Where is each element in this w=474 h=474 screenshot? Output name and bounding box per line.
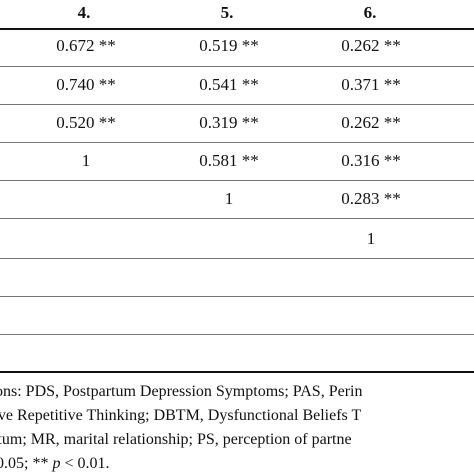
table-cell: 0.316 ** bbox=[341, 151, 401, 170]
table-cell: 0.319 ** bbox=[199, 113, 259, 132]
table-footnote: ons: PDS, Postpartum Depression Symptoms… bbox=[0, 380, 474, 474]
footnote-text: 0.05; ** bbox=[0, 455, 53, 472]
row-divider bbox=[0, 66, 474, 67]
table-cell: 1 bbox=[81, 151, 91, 170]
column-header-6: 6. bbox=[363, 3, 377, 22]
row-divider bbox=[0, 296, 474, 297]
row-divider bbox=[0, 258, 474, 259]
table-cell: 0.672 ** bbox=[56, 36, 116, 55]
table-cell: 0.740 ** bbox=[56, 75, 116, 94]
table-cell bbox=[31, 221, 141, 257]
row-divider bbox=[0, 218, 474, 219]
footnote-significance-line: 0.05; ** p < 0.01. bbox=[0, 452, 474, 474]
table-cell: 0.262 ** bbox=[341, 113, 401, 132]
table-cell: 0.519 ** bbox=[199, 36, 259, 55]
table-cell bbox=[316, 297, 426, 333]
table-cell: 1 bbox=[366, 229, 376, 248]
table-bottom-rule bbox=[0, 371, 474, 373]
table-cell bbox=[174, 259, 284, 295]
footnote-line: tive Repetitive Thinking; DBTM, Dysfunct… bbox=[0, 407, 362, 424]
row-divider bbox=[0, 104, 474, 105]
row-divider bbox=[0, 142, 474, 143]
row-divider bbox=[0, 180, 474, 181]
table-cell bbox=[31, 297, 141, 333]
table-cell: 1 bbox=[224, 189, 234, 208]
table-cell: 0.541 ** bbox=[199, 75, 259, 94]
footnote-line: ons: PDS, Postpartum Depression Symptoms… bbox=[0, 383, 363, 400]
footnote-text: < 0.01. bbox=[60, 455, 110, 472]
header-top-rule bbox=[0, 28, 474, 30]
footnote-line: artum; MR, marital relationship; PS, per… bbox=[0, 431, 352, 448]
table-cell: 0.371 ** bbox=[341, 75, 401, 94]
table-cell bbox=[174, 297, 284, 333]
table-cell bbox=[31, 181, 141, 217]
table-cell bbox=[31, 259, 141, 295]
row-divider bbox=[0, 334, 474, 335]
table-cell bbox=[174, 221, 284, 257]
table-cell: 0.283 ** bbox=[341, 189, 401, 208]
table-cell: 0.581 ** bbox=[199, 151, 259, 170]
table-cell: 0.262 ** bbox=[341, 36, 401, 55]
column-header-5: 5. bbox=[220, 3, 234, 22]
column-header-4: 4. bbox=[77, 3, 91, 22]
footnote-p-symbol: p bbox=[52, 455, 61, 472]
table-cell bbox=[316, 259, 426, 295]
table-cell: 0.520 ** bbox=[56, 113, 116, 132]
